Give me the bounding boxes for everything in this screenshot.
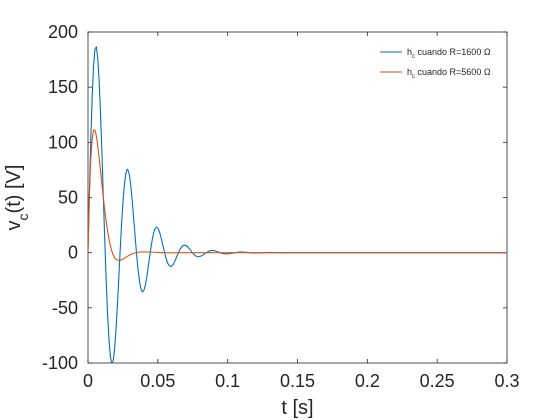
- legend-label-main: h: [407, 47, 412, 57]
- legend-label-rest: cuando R=1600 Ω: [415, 47, 491, 57]
- legend-box: [374, 40, 503, 84]
- x-tick-label: 0.05: [140, 371, 175, 391]
- legend-label-1: hc cuando R=1600 Ω: [407, 47, 491, 60]
- axis-ticks: 0 0.05 0.1 0.15 0.2 0.25 0.3 -100 -50 0 50 100 150 20…: [42, 22, 520, 391]
- legend-label-sub: c: [412, 54, 415, 60]
- legend-label-main: h: [407, 67, 412, 77]
- y-tick-label: 200: [48, 22, 78, 42]
- x-tick-label: 0.15: [280, 371, 315, 391]
- legend: hc cuando R=1600 Ωhc cuando R=5600 Ω: [374, 40, 503, 84]
- y-tick-label: 0: [68, 243, 78, 263]
- legend-label-rest: cuando R=5600 Ω: [415, 67, 491, 77]
- x-tick-label: 0.25: [420, 371, 455, 391]
- plot-area: [87, 31, 508, 364]
- y-axis-label-rest: (t) [V]: [3, 165, 25, 214]
- x-tick-label: 0.1: [215, 371, 240, 391]
- y-axis-label: vc(t) [V]: [3, 165, 31, 231]
- y-axis-label-sub: c: [15, 213, 31, 220]
- x-tick-label: 0.2: [355, 371, 380, 391]
- series-layer: [88, 46, 507, 363]
- x-tick-label: 0.3: [494, 371, 519, 391]
- x-axis-label: t [s]: [281, 397, 313, 419]
- y-tick-label: 50: [58, 188, 78, 208]
- y-tick-label: 100: [48, 132, 78, 152]
- legend-label-2: hc cuando R=5600 Ω: [407, 67, 491, 80]
- y-tick-label: -50: [52, 298, 78, 318]
- y-axis-label-main: v: [3, 220, 25, 230]
- y-tick-label: -100: [42, 353, 78, 373]
- x-tick-label: 0: [83, 371, 93, 391]
- legend-label-sub: c: [412, 74, 415, 80]
- y-tick-label: 150: [48, 77, 78, 97]
- series-line-2: [88, 129, 507, 261]
